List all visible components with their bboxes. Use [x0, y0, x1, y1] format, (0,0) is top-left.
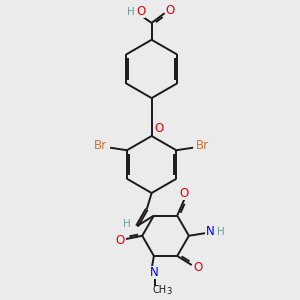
Text: O: O	[136, 5, 145, 18]
Text: O: O	[166, 4, 175, 17]
Text: H: H	[123, 219, 130, 230]
Text: N: N	[150, 266, 159, 279]
Text: O: O	[180, 187, 189, 200]
Text: N: N	[206, 225, 214, 239]
Text: O: O	[116, 235, 125, 248]
Text: CH: CH	[152, 285, 167, 295]
Text: H: H	[217, 227, 224, 237]
Text: Br: Br	[196, 139, 209, 152]
Text: H: H	[127, 7, 135, 16]
Text: O: O	[193, 261, 202, 274]
Text: O: O	[154, 122, 164, 135]
Text: Br: Br	[94, 139, 107, 152]
Text: 3: 3	[167, 287, 172, 296]
